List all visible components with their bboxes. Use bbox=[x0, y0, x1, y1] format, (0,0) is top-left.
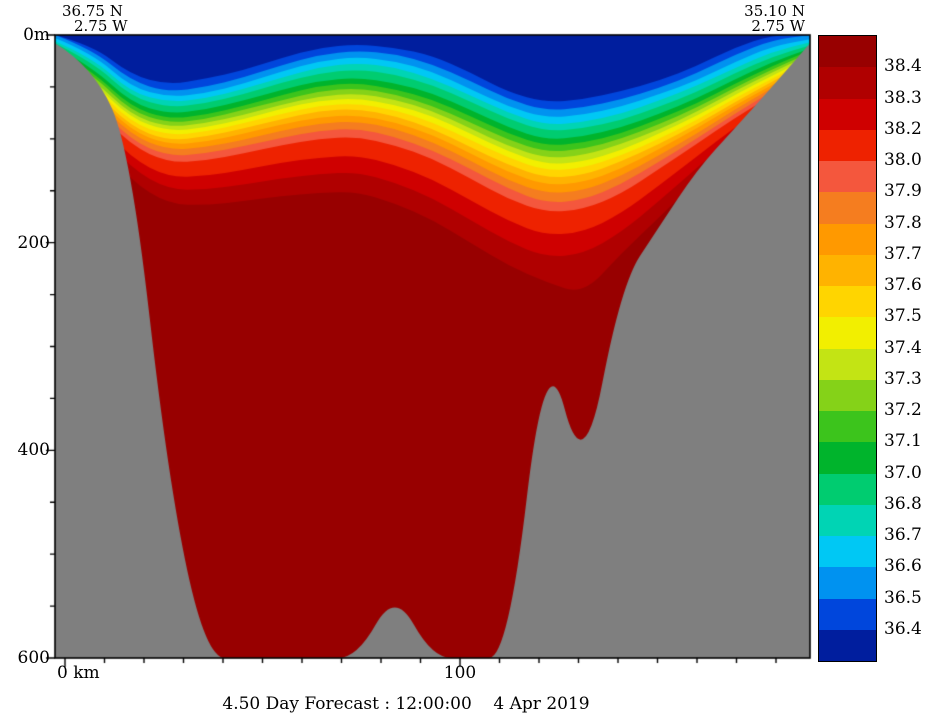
colorbar-cell bbox=[819, 504, 876, 536]
colorbar-label: 36.4 bbox=[884, 618, 922, 639]
y-tick-label-400: 400 bbox=[17, 440, 50, 460]
x-tick-label-100: 100 bbox=[443, 663, 477, 683]
section-start-latitude: 36.75 N bbox=[62, 2, 123, 20]
colorbar-label: 38.3 bbox=[884, 87, 922, 108]
colorbar-cell bbox=[819, 129, 876, 161]
colorbar-cell bbox=[819, 161, 876, 193]
colorbar-label: 37.4 bbox=[884, 337, 922, 358]
colorbar-cell bbox=[819, 629, 876, 661]
colorbar-cell bbox=[819, 442, 876, 474]
colorbar-label: 36.8 bbox=[884, 493, 922, 514]
colorbar-label: 38.4 bbox=[884, 56, 922, 77]
colorbar-label: 37.5 bbox=[884, 306, 922, 327]
colorbar-cell bbox=[819, 411, 876, 443]
colorbar-cell bbox=[819, 567, 876, 599]
forecast-caption: 4.50 Day Forecast : 12:00:00 4 Apr 2019 bbox=[222, 694, 590, 714]
colorbar-label: 37.9 bbox=[884, 181, 922, 202]
colorbar-label: 36.5 bbox=[884, 587, 922, 608]
colorbar-label: 37.2 bbox=[884, 400, 922, 420]
colorbar-label: 37.7 bbox=[884, 243, 922, 264]
colorbar-cell bbox=[819, 286, 876, 318]
colorbar-labels: 38.4 38.3 38.2 38.0 37.9 37.8 37.7 37.6 37.5 37.4… bbox=[884, 35, 933, 660]
colorbar-cell bbox=[819, 67, 876, 99]
colorbar bbox=[818, 35, 877, 662]
section-end-latitude: 35.10 N bbox=[744, 2, 805, 20]
colorbar-label: 37.0 bbox=[884, 462, 922, 483]
colorbar-cell bbox=[819, 223, 876, 255]
colorbar-cell bbox=[819, 36, 876, 68]
x-tick-label-0km: 0 km bbox=[57, 663, 100, 683]
colorbar-cell bbox=[819, 348, 876, 380]
colorbar-cell bbox=[819, 536, 876, 568]
colorbar-label: 37.1 bbox=[884, 431, 922, 452]
y-tick-label-600: 600 bbox=[17, 648, 50, 668]
colorbar-cell bbox=[819, 473, 876, 505]
colorbar-label: 38.2 bbox=[884, 118, 922, 139]
colorbar-label: 37.8 bbox=[884, 212, 922, 233]
section-end-longitude: 2.75 W bbox=[751, 17, 805, 35]
y-tick-label-0m: 0m bbox=[23, 25, 50, 45]
section-start-longitude: 2.75 W bbox=[74, 17, 128, 35]
colorbar-cell bbox=[819, 98, 876, 130]
colorbar-cells bbox=[819, 36, 876, 661]
colorbar-label: 37.6 bbox=[884, 275, 922, 295]
colorbar-label: 37.3 bbox=[884, 368, 922, 389]
colorbar-label: 36.6 bbox=[884, 556, 922, 577]
y-tick-label-200: 200 bbox=[17, 233, 50, 253]
colorbar-cell bbox=[819, 598, 876, 630]
colorbar-cell bbox=[819, 192, 876, 224]
colorbar-label: 36.7 bbox=[884, 525, 922, 545]
colorbar-cell bbox=[819, 317, 876, 349]
colorbar-cell bbox=[819, 254, 876, 286]
colorbar-cell bbox=[819, 379, 876, 411]
colorbar-label: 38.0 bbox=[884, 150, 922, 170]
